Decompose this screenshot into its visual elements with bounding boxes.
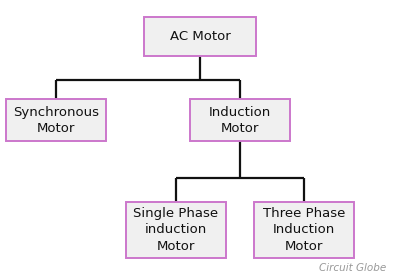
- FancyBboxPatch shape: [144, 17, 256, 56]
- Text: AC Motor: AC Motor: [170, 30, 230, 43]
- Text: Three Phase
Induction
Motor: Three Phase Induction Motor: [263, 207, 345, 253]
- FancyBboxPatch shape: [6, 99, 106, 141]
- Text: Induction
Motor: Induction Motor: [209, 106, 271, 135]
- FancyBboxPatch shape: [190, 99, 290, 141]
- Text: Synchronous
Motor: Synchronous Motor: [13, 106, 99, 135]
- Text: Single Phase
induction
Motor: Single Phase induction Motor: [134, 207, 218, 253]
- FancyBboxPatch shape: [126, 202, 226, 258]
- FancyBboxPatch shape: [254, 202, 354, 258]
- Text: Circuit Globe: Circuit Globe: [319, 263, 386, 273]
